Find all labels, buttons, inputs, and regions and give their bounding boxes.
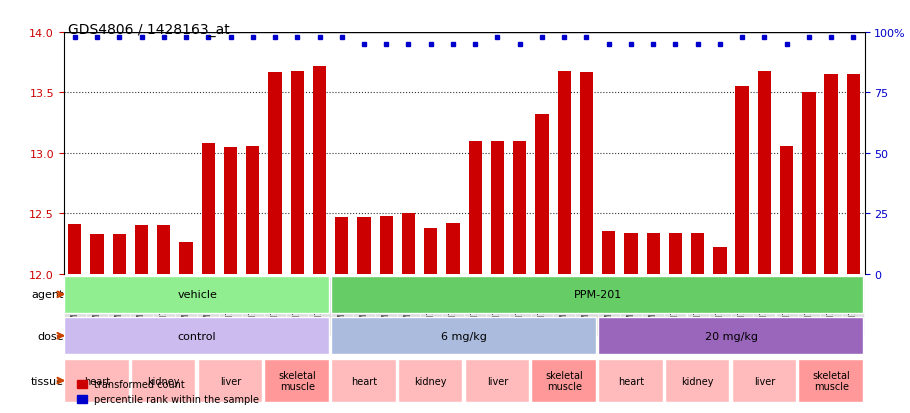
Text: kidney: kidney bbox=[682, 376, 714, 386]
Bar bbox=[113, 234, 126, 274]
Bar bbox=[602, 232, 615, 274]
Text: 20 mg/kg: 20 mg/kg bbox=[704, 331, 757, 341]
Text: PPM-201: PPM-201 bbox=[573, 290, 622, 299]
Text: skeletal
muscle: skeletal muscle bbox=[813, 370, 850, 392]
Text: vehicle: vehicle bbox=[177, 290, 217, 299]
FancyBboxPatch shape bbox=[65, 276, 329, 313]
Text: dose: dose bbox=[37, 331, 64, 341]
Text: skeletal
muscle: skeletal muscle bbox=[545, 370, 583, 392]
FancyBboxPatch shape bbox=[465, 359, 529, 402]
Bar bbox=[313, 67, 326, 274]
Text: tissue: tissue bbox=[31, 376, 64, 386]
FancyBboxPatch shape bbox=[732, 359, 796, 402]
Bar bbox=[758, 71, 771, 274]
Text: 6 mg/kg: 6 mg/kg bbox=[441, 331, 487, 341]
Bar bbox=[224, 147, 238, 274]
Text: heart: heart bbox=[84, 376, 110, 386]
FancyBboxPatch shape bbox=[131, 359, 196, 402]
Text: GDS4806 / 1428163_at: GDS4806 / 1428163_at bbox=[68, 23, 230, 37]
Bar bbox=[290, 71, 304, 274]
Bar bbox=[202, 144, 215, 274]
Text: liver: liver bbox=[487, 376, 508, 386]
FancyBboxPatch shape bbox=[531, 359, 596, 402]
Text: heart: heart bbox=[351, 376, 377, 386]
Bar bbox=[268, 73, 282, 274]
FancyBboxPatch shape bbox=[798, 359, 863, 402]
Bar bbox=[446, 223, 460, 274]
Bar bbox=[713, 247, 726, 274]
Text: control: control bbox=[177, 331, 217, 341]
Bar bbox=[358, 217, 370, 274]
Bar bbox=[402, 214, 415, 274]
Text: heart: heart bbox=[618, 376, 644, 386]
FancyBboxPatch shape bbox=[197, 359, 262, 402]
FancyBboxPatch shape bbox=[665, 359, 729, 402]
Bar bbox=[803, 93, 815, 274]
Bar bbox=[135, 226, 148, 274]
Bar bbox=[735, 87, 749, 274]
Bar bbox=[424, 228, 438, 274]
Text: liver: liver bbox=[220, 376, 241, 386]
FancyBboxPatch shape bbox=[265, 359, 329, 402]
FancyBboxPatch shape bbox=[398, 359, 462, 402]
Bar bbox=[179, 242, 193, 274]
Bar bbox=[68, 225, 82, 274]
Bar bbox=[624, 233, 638, 274]
Bar bbox=[469, 141, 482, 274]
FancyBboxPatch shape bbox=[331, 317, 596, 354]
Bar bbox=[513, 141, 526, 274]
Text: skeletal
muscle: skeletal muscle bbox=[278, 370, 316, 392]
Bar bbox=[379, 216, 393, 274]
Legend: transformed count, percentile rank within the sample: transformed count, percentile rank withi… bbox=[73, 375, 263, 408]
FancyBboxPatch shape bbox=[331, 276, 863, 313]
Bar bbox=[824, 75, 838, 274]
Bar bbox=[558, 71, 571, 274]
Text: kidney: kidney bbox=[147, 376, 180, 386]
Bar bbox=[780, 146, 794, 274]
Text: agent: agent bbox=[31, 290, 64, 299]
Bar bbox=[157, 226, 170, 274]
Bar bbox=[669, 233, 682, 274]
FancyBboxPatch shape bbox=[598, 359, 662, 402]
Bar bbox=[691, 233, 704, 274]
FancyBboxPatch shape bbox=[65, 359, 129, 402]
Bar bbox=[335, 217, 349, 274]
Bar bbox=[90, 234, 104, 274]
FancyBboxPatch shape bbox=[598, 317, 863, 354]
Bar bbox=[646, 233, 660, 274]
Bar bbox=[580, 73, 593, 274]
FancyBboxPatch shape bbox=[331, 359, 396, 402]
Text: kidney: kidney bbox=[414, 376, 447, 386]
Bar bbox=[846, 75, 860, 274]
FancyBboxPatch shape bbox=[65, 317, 329, 354]
Bar bbox=[535, 115, 549, 274]
Text: liver: liver bbox=[753, 376, 775, 386]
Bar bbox=[490, 141, 504, 274]
Bar bbox=[246, 146, 259, 274]
